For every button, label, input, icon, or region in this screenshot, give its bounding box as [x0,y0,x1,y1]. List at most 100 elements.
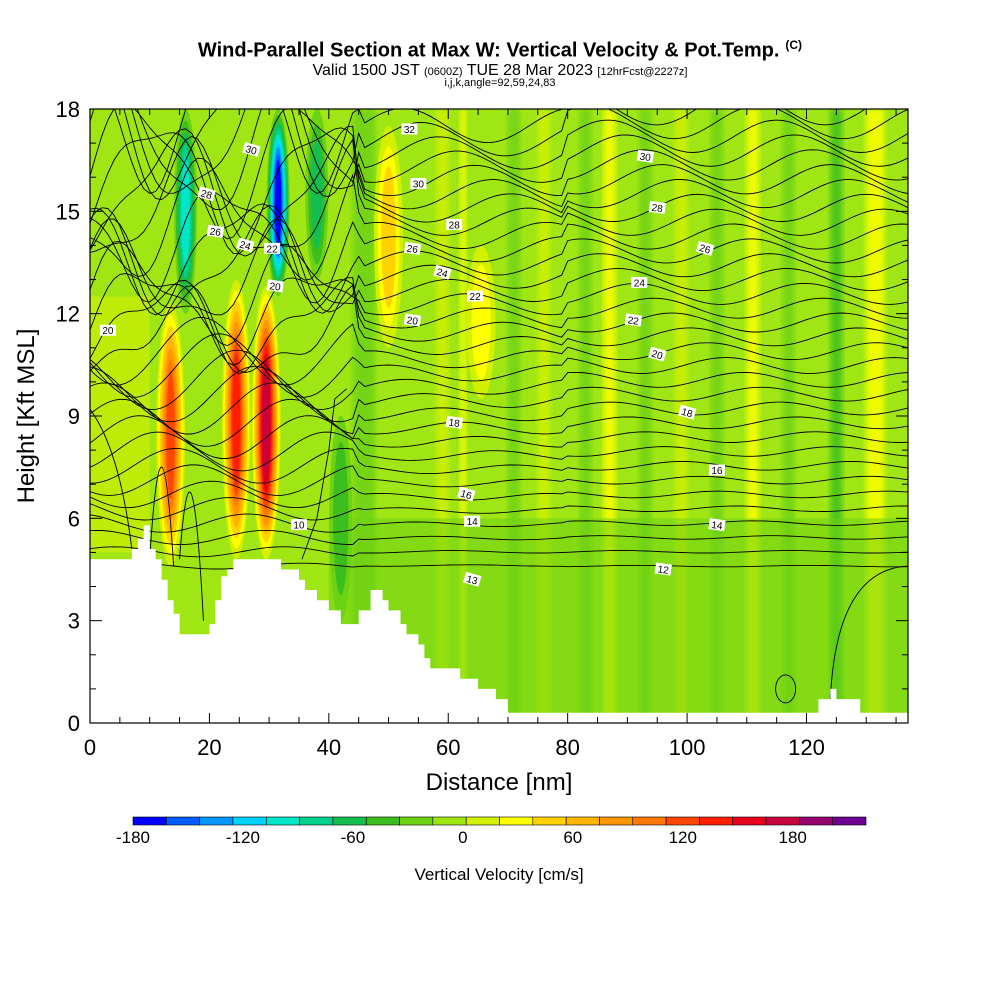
theta-contours [90,109,908,704]
contour-label-text: 32 [404,125,416,136]
y-axis-label: Height [Kft MSL] [13,329,40,504]
contour-label-text: 30 [413,180,425,191]
field-band [830,109,843,723]
colorbar-swatch [732,816,767,826]
contour-label-text: 16 [711,466,723,477]
colorbar-swatch [365,816,400,826]
theta-contour-line [90,382,908,435]
x-tick-label: 40 [317,735,341,760]
contour-label-text: 28 [651,203,664,216]
downdraft-band [333,441,349,596]
colorbar-swatch [799,816,833,826]
colorbar [132,816,867,826]
contour-label: 26 [695,240,715,257]
colorbar-swatch [332,816,367,826]
contour-label-bg [242,141,261,157]
field-band [639,109,652,723]
contour-label: 24 [433,264,452,281]
colorbar-swatch [432,816,467,826]
theta-contour-line [90,415,908,459]
contour-label: 22 [624,313,643,328]
theta-contour-line [90,448,908,484]
contour-label-bg [708,464,725,476]
y-tick-label: 6 [68,506,80,531]
contour-label: 30 [636,149,655,164]
contour-label: 26 [403,241,422,257]
colorbar-label: Vertical Velocity [cm/s] [414,865,583,884]
contour-label-bg [463,571,482,587]
theta-contour-line [90,127,908,255]
x-tick-labels: 0 20 40 60 80 100 120 [84,735,825,760]
valid-time: Valid 1500 JST [312,62,420,79]
contour-label: 32 [401,123,418,136]
colorbar-swatch [499,816,534,826]
contour-label: 16 [708,464,725,477]
updraft-band [262,361,270,484]
contour-label: 14 [708,518,726,532]
colorbar-swatch [699,816,734,826]
theta-contour-line [179,491,204,621]
contour-label-text: 20 [269,281,282,294]
updraft-band [232,353,241,486]
contour-label: 28 [648,200,666,216]
theta-contour-line [90,240,908,346]
contour-label: 18 [445,415,463,431]
contour-label-text: 26 [406,244,419,257]
colorbar-swatch [299,816,334,826]
theta-contour-line [90,125,908,257]
y-tick-label: 3 [68,609,80,634]
theta-contour-line [90,529,908,545]
colorbar-swatch [565,816,600,826]
contour-label-text: 18 [448,418,461,431]
contour-label-bg [401,123,418,135]
theta-contour-line [90,203,908,316]
colorbar-swatch [399,816,434,826]
x-tick-label: 120 [788,735,825,760]
field-band [782,109,795,723]
contour-label-bg [457,486,476,502]
contour-label-bg [678,404,697,420]
y-tick-label: 15 [56,199,80,224]
contour-label-bg [624,313,643,327]
contour-label: 18 [678,404,697,421]
downdraft-band [274,159,282,246]
x-tick-label: 20 [197,735,221,760]
contour-label: 30 [242,141,261,158]
contour-label: 13 [463,571,482,588]
contour-label-bg [445,415,463,429]
x-tick-label: 0 [84,735,96,760]
x-axis-label: Distance [nm] [426,769,573,796]
contour-label: 22 [264,242,281,255]
x-tick-label: 100 [669,735,706,760]
contour-label-text: 30 [244,144,258,158]
contour-label: 20 [648,346,667,363]
colorbar-swatch [265,816,300,826]
chart-title-main: Wind-Parallel Section at Max W: Vertical… [197,39,780,62]
contour-label-bg [236,237,255,253]
theta-contour-line [301,388,348,560]
contour-label-bg [654,562,672,576]
copyright-mark: (C) [785,38,803,52]
field-band [537,109,550,723]
contour-label-bg [403,313,422,327]
contour-label-bg [410,178,427,190]
x-tick-label: 60 [436,735,460,760]
contour-label-text: 26 [209,227,222,240]
colorbar-tick-labels: -180 -120 -60 0 60 120 180 [116,828,807,847]
y-tick-label: 12 [56,302,80,327]
colorbar-tick-label: 60 [563,828,582,847]
theta-contour-line [90,398,908,447]
theta-contour-line [90,408,133,550]
field-band [579,109,592,723]
contour-label-text: 16 [459,489,473,503]
theta-contour-line [90,366,908,423]
contour-label: 14 [464,515,481,528]
contour-label: 20 [266,279,284,294]
theta-contour-line [90,431,908,472]
contour-label-text: 18 [680,407,694,421]
theta-contour-line [90,218,908,316]
colorbar-tick-label: -180 [116,828,150,847]
terrain [90,525,908,723]
contour-label-text: 24 [238,240,252,254]
